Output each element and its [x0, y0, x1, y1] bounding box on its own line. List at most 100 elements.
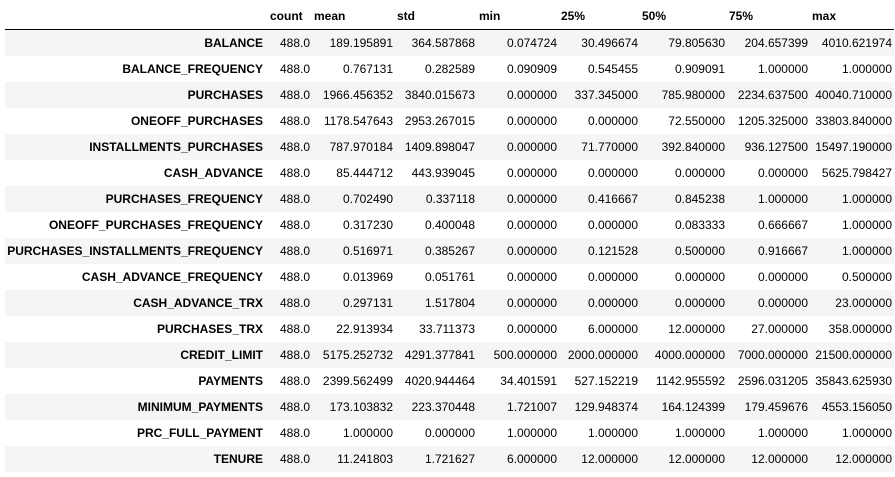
- column-header: mean: [312, 3, 395, 30]
- table-cell: 0.297131: [342, 296, 393, 310]
- table-cell: 0.000000: [506, 192, 557, 206]
- row-label: MINIMUM_PAYMENTS: [137, 400, 263, 414]
- table-cell: 0.337118: [425, 192, 475, 206]
- table-cell: 0.000000: [424, 426, 475, 440]
- table-cell: 0.000000: [757, 166, 808, 180]
- table-cell: 33803.840000: [815, 114, 892, 128]
- table-cell: 488.0: [279, 348, 310, 362]
- table-cell: 392.840000: [661, 140, 725, 154]
- table-cell: 4010.621974: [821, 36, 892, 50]
- row-label: PRC_FULL_PAYMENT: [136, 426, 263, 440]
- table-cell: 0.000000: [587, 114, 638, 128]
- table-cell: 488.0: [279, 400, 310, 414]
- column-header: max: [810, 3, 894, 30]
- table-cell: 364.587868: [411, 36, 475, 50]
- table-cell: 79.805630: [668, 36, 725, 50]
- table-cell: 34.401591: [500, 374, 557, 388]
- row-label: CREDIT_LIMIT: [180, 348, 263, 362]
- table-row: BALANCE 488.0 189.195891 364.587868 0.074724…: [5, 29, 894, 56]
- table-cell: 1.000000: [757, 62, 808, 76]
- table-cell: 0.000000: [506, 322, 557, 336]
- describe-table: count mean std min 25% 50% 75% max BALANCE 488.0…: [5, 3, 894, 472]
- table-cell: 35843.625930: [815, 374, 892, 388]
- table-cell: 488.0: [279, 166, 310, 180]
- table-cell: 4553.156050: [821, 400, 892, 414]
- table-cell: 2596.031205: [737, 374, 808, 388]
- row-label: PURCHASES_TRX: [156, 322, 263, 336]
- table-cell: 1.000000: [587, 426, 638, 440]
- row-label: ONEOFF_PURCHASES_FREQUENCY: [48, 218, 263, 232]
- column-header: 50%: [640, 3, 727, 30]
- table-cell: 2399.562499: [322, 374, 393, 388]
- table-row: BALANCE_FREQUENCY 488.0 0.767131 0.282589 0.…: [5, 56, 894, 82]
- table-cell: 0.121528: [587, 244, 638, 258]
- table-cell: 488.0: [279, 218, 310, 232]
- table-cell: 1.000000: [757, 192, 808, 206]
- column-header: std: [395, 3, 477, 30]
- table-cell: 4020.944464: [404, 374, 475, 388]
- table-cell: 488.0: [279, 114, 310, 128]
- table-cell: 0.400048: [424, 218, 475, 232]
- table-cell: 0.000000: [506, 114, 557, 128]
- table-cell: 0.767131: [342, 62, 393, 76]
- table-cell: 12.000000: [835, 452, 892, 466]
- table-cell: 0.000000: [674, 270, 725, 284]
- table-cell: 936.127500: [744, 140, 808, 154]
- table-cell: 71.770000: [581, 140, 638, 154]
- table-cell: 1.000000: [841, 62, 892, 76]
- table-cell: 223.370448: [411, 400, 475, 414]
- table-cell: 2234.637500: [737, 88, 808, 102]
- table-cell: 5175.252732: [322, 348, 393, 362]
- row-label: PURCHASES_INSTALLMENTS_FREQUENCY: [7, 244, 263, 258]
- table-cell: 0.500000: [674, 244, 725, 258]
- row-label: BALANCE: [204, 36, 263, 50]
- table-cell: 15497.190000: [815, 140, 892, 154]
- table-cell: 164.124399: [661, 400, 725, 414]
- table-cell: 179.459676: [744, 400, 808, 414]
- table-cell: 1.000000: [841, 426, 892, 440]
- table-cell: 0.416667: [587, 192, 638, 206]
- table-cell: 0.013969: [342, 270, 393, 284]
- table-cell: 0.916667: [757, 244, 808, 258]
- table-cell: 0.909091: [674, 62, 725, 76]
- table-cell: 500.000000: [493, 348, 557, 362]
- table-cell: 488.0: [279, 88, 310, 102]
- table-cell: 21500.000000: [815, 348, 892, 362]
- table-cell: 488.0: [279, 62, 310, 76]
- table-cell: 1.000000: [841, 244, 892, 258]
- table-cell: 0.666667: [757, 218, 808, 232]
- row-label: BALANCE_FREQUENCY: [122, 62, 263, 76]
- table-cell: 1.000000: [506, 426, 557, 440]
- row-label: CASH_ADVANCE: [163, 166, 263, 180]
- table-cell: 0.000000: [587, 270, 638, 284]
- table-cell: 4000.000000: [654, 348, 725, 362]
- header-row: count mean std min 25% 50% 75% max: [5, 3, 894, 30]
- table-row: PURCHASES 488.0 1966.456352 3840.015673 0.00…: [5, 82, 894, 108]
- table-cell: 27.000000: [751, 322, 808, 336]
- table-cell: 1966.456352: [322, 88, 393, 102]
- table-cell: 0.000000: [506, 88, 557, 102]
- column-header: min: [477, 3, 559, 30]
- table-cell: 23.000000: [835, 296, 892, 310]
- row-label: ONEOFF_PURCHASES: [130, 114, 263, 128]
- table-cell: 0.317230: [342, 218, 393, 232]
- column-header: 75%: [727, 3, 810, 30]
- table-cell: 0.000000: [506, 296, 557, 310]
- table-row: PRC_FULL_PAYMENT 488.0 1.000000 0.000000 1.0…: [5, 420, 894, 446]
- table-cell: 0.000000: [757, 270, 808, 284]
- table-cell: 2000.000000: [567, 348, 638, 362]
- table-cell: 189.195891: [329, 36, 393, 50]
- row-label: TENURE: [213, 452, 263, 466]
- table-cell: 0.282589: [424, 62, 475, 76]
- table-cell: 1.721627: [424, 452, 475, 466]
- table-cell: 0.500000: [841, 270, 892, 284]
- table-row: PURCHASES_FREQUENCY 488.0 0.702490 0.337118…: [5, 186, 894, 212]
- table-row: MINIMUM_PAYMENTS 488.0 173.103832 223.37044…: [5, 394, 894, 420]
- table-row: INSTALLMENTS_PURCHASES 488.0 787.970184 140…: [5, 134, 894, 160]
- table-cell: 1.000000: [841, 218, 892, 232]
- table-cell: 0.702490: [342, 192, 393, 206]
- table-cell: 85.444712: [336, 166, 393, 180]
- table-cell: 1.000000: [757, 426, 808, 440]
- table-cell: 1.721007: [506, 400, 557, 414]
- table-cell: 785.980000: [661, 88, 725, 102]
